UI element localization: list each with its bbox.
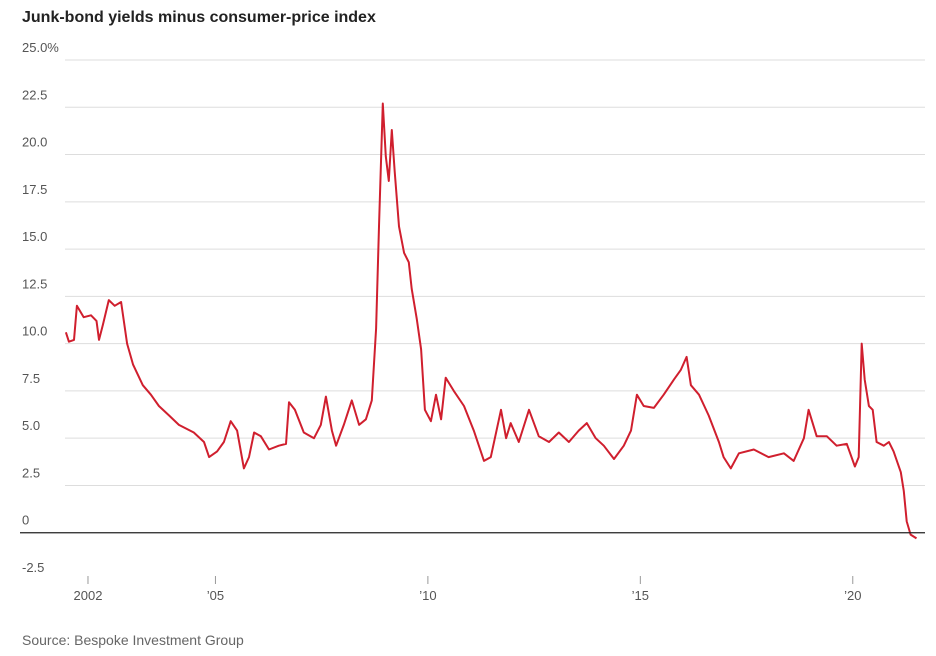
y-tick-label: 25.0% [22, 40, 59, 55]
y-tick-label: 15.0 [22, 229, 47, 244]
source-note: Source: Bespoke Investment Group [22, 632, 244, 648]
y-tick-label: 12.5 [22, 276, 47, 291]
y-tick-label: 20.0 [22, 135, 47, 150]
x-tick-label: 2002 [74, 588, 103, 603]
y-tick-label: 10.0 [22, 324, 47, 339]
y-tick-label: -2.5 [22, 560, 44, 575]
x-tick-label: ’20 [844, 588, 861, 603]
x-tick-label: ’05 [207, 588, 224, 603]
series-line [64, 102, 918, 540]
y-tick-label: 22.5 [22, 87, 47, 102]
y-tick-label: 0 [22, 513, 29, 528]
y-tick-label: 2.5 [22, 465, 40, 480]
y-tick-label: 7.5 [22, 371, 40, 386]
y-tick-label: 5.0 [22, 418, 40, 433]
chart-title: Junk-bond yields minus consumer-price in… [22, 9, 376, 26]
x-tick-label: ’10 [419, 588, 436, 603]
y-tick-label: 17.5 [22, 182, 47, 197]
x-tick-label: ’15 [632, 588, 649, 603]
